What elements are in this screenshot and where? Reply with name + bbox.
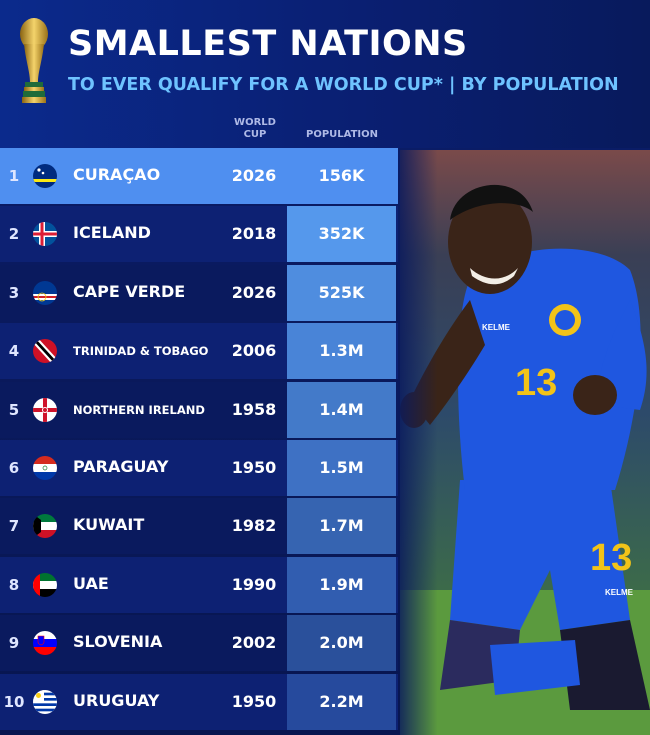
table-row: 1.7M 7 KUWAIT 1982 bbox=[0, 498, 398, 555]
world-cup-year: 1990 bbox=[231, 574, 277, 594]
column-header-world-cup-line2: CUP bbox=[243, 129, 267, 140]
rank-number: 3 bbox=[8, 283, 20, 302]
table-row: 2.2M 10 URUGUAY 1950 bbox=[0, 673, 398, 730]
rank-number: 2 bbox=[8, 225, 20, 244]
rank-number: 5 bbox=[8, 400, 20, 419]
population-cell: 1.9M bbox=[287, 556, 396, 613]
population-value: 1.9M bbox=[319, 574, 364, 594]
world-cup-trophy-icon bbox=[20, 18, 48, 103]
rank-number: 1 bbox=[8, 167, 20, 185]
column-header-world-cup-line1: WORLD bbox=[234, 117, 276, 128]
world-cup-year: 2026 bbox=[231, 282, 277, 302]
population-cell: 2.2M bbox=[287, 673, 396, 730]
population-value: 352K bbox=[318, 224, 365, 244]
rank-number: 9 bbox=[8, 634, 20, 653]
rank-number: 6 bbox=[8, 459, 20, 477]
population-value: 1.7M bbox=[319, 516, 364, 536]
population-cell: 352K bbox=[287, 206, 396, 263]
population-value: 156K bbox=[318, 166, 365, 185]
table-row: 1.4M 5 NORTHERN IRELAND 1958 bbox=[0, 381, 398, 438]
iceland-flag-icon bbox=[33, 222, 57, 247]
population-cell: 1.7M bbox=[287, 498, 396, 555]
population-cell: 1.3M bbox=[287, 323, 396, 380]
world-cup-year: 2018 bbox=[231, 224, 277, 244]
cape-verde-flag-icon bbox=[33, 280, 57, 305]
country-name: CURAÇAO bbox=[73, 165, 161, 184]
column-header-world-cup: WORLD CUP bbox=[226, 117, 284, 141]
player-celebration-photo: 13 13 KELME KELME bbox=[400, 150, 650, 735]
world-cup-year: 2002 bbox=[231, 633, 277, 653]
trinidad-tobago-flag-icon bbox=[33, 339, 57, 364]
population-value: 2.2M bbox=[319, 691, 364, 711]
population-value: 525K bbox=[318, 282, 365, 302]
table-row: 1.9M 8 UAE 1990 bbox=[0, 556, 398, 613]
uruguay-flag-icon bbox=[33, 689, 57, 714]
slovenia-flag-icon bbox=[33, 631, 57, 656]
rank-number: 10 bbox=[3, 692, 25, 711]
table-row: 2.0M 9 SLOVENIA 2002 bbox=[0, 615, 398, 672]
population-value: 1.3M bbox=[319, 341, 364, 361]
country-name: URUGUAY bbox=[73, 690, 160, 710]
rank-number: 8 bbox=[8, 575, 20, 594]
country-name: SLOVENIA bbox=[73, 632, 163, 652]
country-name: CAPE VERDE bbox=[73, 281, 186, 301]
page-title: SMALLEST NATIONS bbox=[68, 24, 468, 64]
world-cup-year: 1950 bbox=[231, 691, 277, 711]
northern-ireland-flag-icon bbox=[33, 397, 57, 422]
world-cup-year: 1958 bbox=[231, 399, 277, 419]
table-row: 525K 3 CAPE VERDE 2026 bbox=[0, 264, 398, 321]
rank-number: 7 bbox=[8, 517, 20, 536]
country-name: TRINIDAD & TOBAGO bbox=[73, 344, 209, 359]
world-cup-year: 2006 bbox=[231, 341, 277, 361]
curacao-flag-icon bbox=[33, 164, 57, 188]
column-header-population: POPULATION bbox=[305, 129, 379, 140]
population-cell: 2.0M bbox=[287, 615, 396, 672]
table-row: 352K 2 ICELAND 2018 bbox=[0, 206, 398, 263]
country-name: NORTHERN IRELAND bbox=[73, 402, 205, 417]
population-cell: 1.4M bbox=[287, 381, 396, 438]
country-name: UAE bbox=[73, 573, 109, 593]
population-value: 2.0M bbox=[319, 633, 364, 653]
table-row: 1.5M 6 PARAGUAY 1950 bbox=[0, 440, 398, 496]
player-illustration: 13 13 KELME KELME bbox=[400, 150, 650, 735]
world-cup-year: 2026 bbox=[231, 166, 277, 185]
table-row: 156K 1 CURAÇAO 2026 bbox=[0, 148, 398, 204]
population-cell: 156K bbox=[287, 148, 396, 204]
header: SMALLEST NATIONS TO EVER QUALIFY FOR A W… bbox=[0, 0, 650, 148]
uae-flag-icon bbox=[33, 572, 57, 597]
world-cup-year: 1950 bbox=[231, 458, 277, 477]
country-name: KUWAIT bbox=[73, 515, 145, 535]
page-subtitle: TO EVER QUALIFY FOR A WORLD CUP* | BY PO… bbox=[68, 75, 619, 95]
population-cell: 1.5M bbox=[287, 440, 396, 496]
country-name: ICELAND bbox=[73, 223, 151, 243]
paraguay-flag-icon bbox=[33, 456, 57, 480]
rank-number: 4 bbox=[8, 342, 20, 361]
population-cell: 525K bbox=[287, 264, 396, 321]
kuwait-flag-icon bbox=[33, 514, 57, 539]
population-value: 1.4M bbox=[319, 399, 364, 419]
table-row: 1.3M 4 TRINIDAD & TOBAGO 2006 bbox=[0, 323, 398, 380]
world-cup-year: 1982 bbox=[231, 516, 277, 536]
population-value: 1.5M bbox=[319, 458, 364, 477]
country-name: PARAGUAY bbox=[73, 457, 169, 476]
